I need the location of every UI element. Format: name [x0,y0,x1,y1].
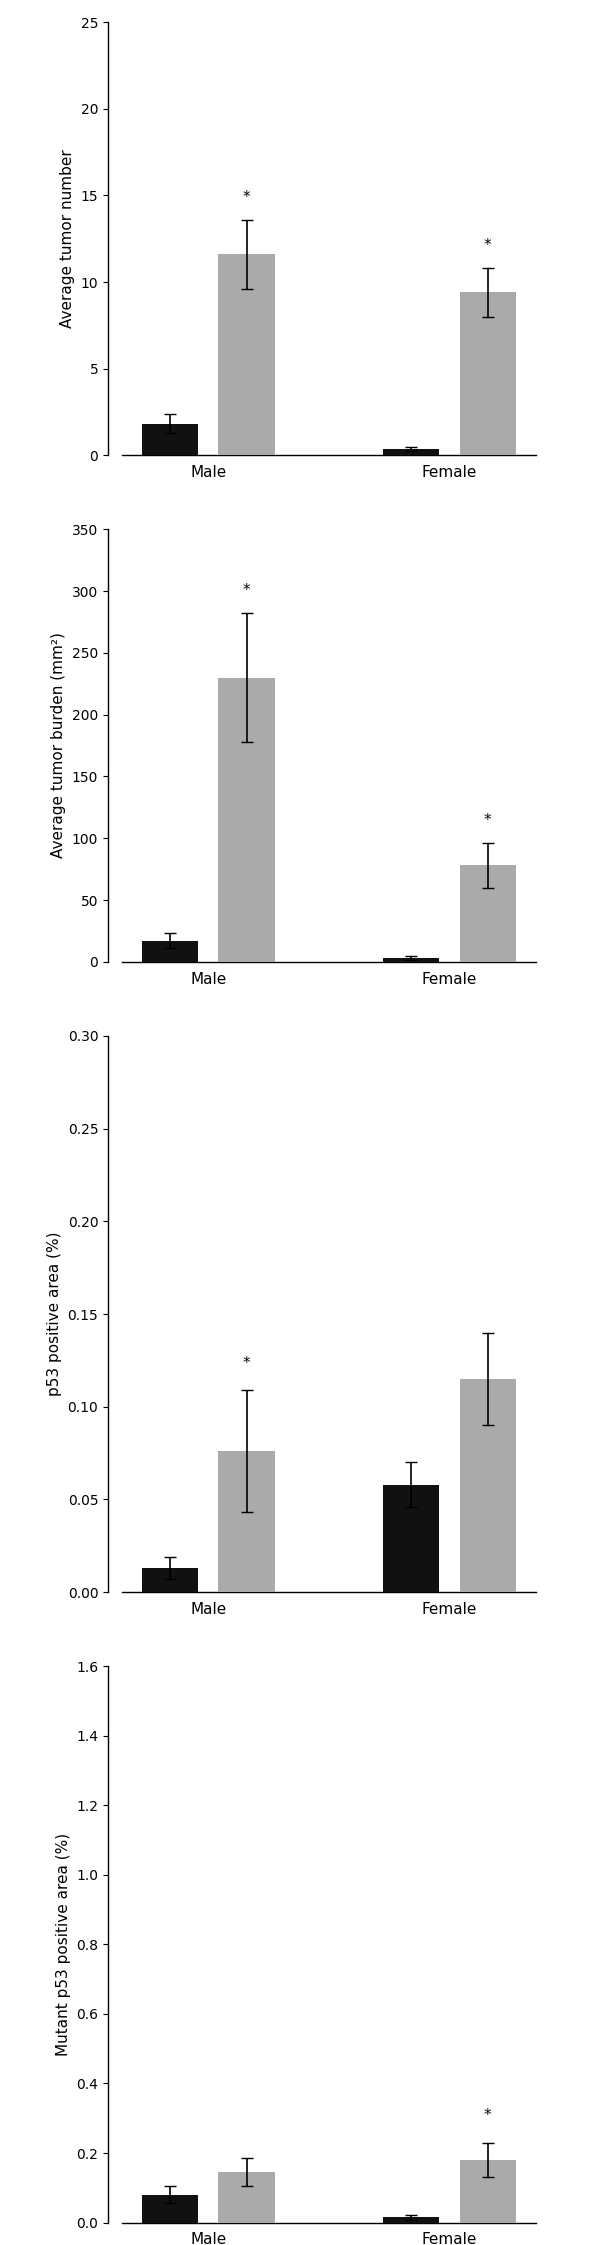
Y-axis label: Average tumor number: Average tumor number [60,150,75,328]
Text: *: * [243,189,250,204]
Text: *: * [243,584,250,597]
Y-axis label: Mutant p53 positive area (%): Mutant p53 positive area (%) [56,1832,71,2056]
Bar [383,1484,439,1592]
Bar [142,1567,199,1592]
Text: ( b ): ( b ) [322,1039,356,1057]
Bar [383,2218,439,2223]
Bar [460,1378,516,1592]
Bar [142,2196,199,2223]
Bar [218,254,275,456]
Y-axis label: p53 positive area (%): p53 positive area (%) [47,1233,62,1396]
Bar [460,864,516,961]
Bar [383,449,439,456]
Text: ( c ): ( c ) [323,1769,355,1789]
Y-axis label: Average tumor burden (mm²): Average tumor burden (mm²) [52,633,67,858]
Text: ( a ): ( a ) [322,532,356,550]
Bar [460,2160,516,2223]
Bar [460,292,516,456]
Bar [142,424,199,456]
Bar [142,941,199,961]
Bar [383,959,439,961]
Text: *: * [484,238,491,254]
Bar [218,1450,275,1592]
Text: *: * [484,813,491,828]
Text: *: * [484,2108,491,2124]
Bar [218,2173,275,2223]
Text: *: * [243,1356,250,1372]
Legend: 10 wk C E Ferulic, 25 wk C E Ferulic: 10 wk C E Ferulic, 25 wk C E Ferulic [138,1673,289,1711]
Bar [218,678,275,961]
